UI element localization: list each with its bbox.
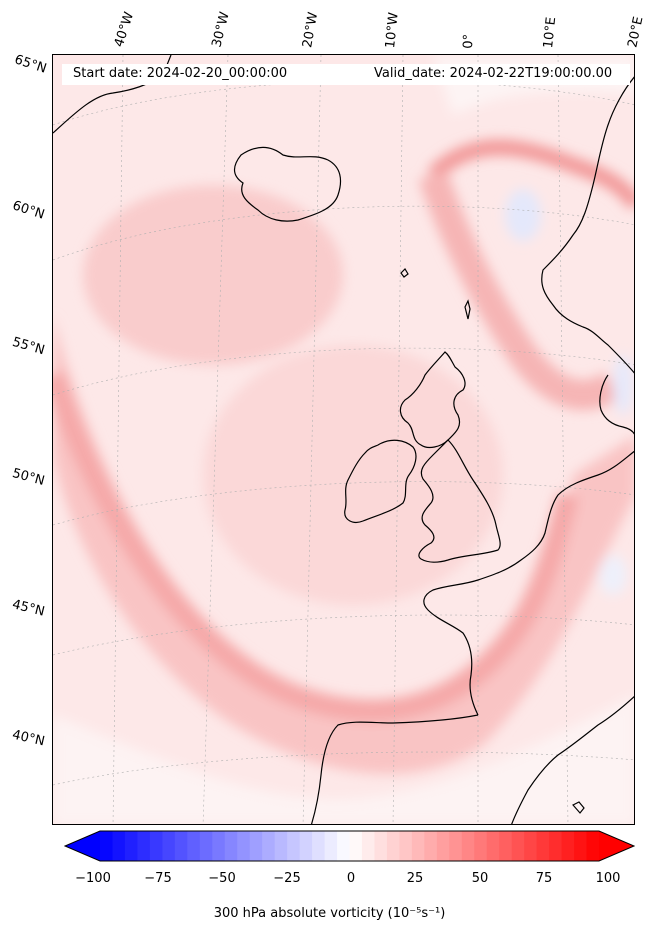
lon-label-20e: 20°E — [625, 15, 647, 50]
coastline-shetland — [464, 299, 471, 320]
coastline-islands — [572, 801, 585, 814]
lon-label-10w: 10°W — [383, 11, 402, 50]
colorbar-tick-75: 75 — [535, 871, 553, 886]
lon-label-30w: 30°W — [209, 10, 233, 49]
colorbar-tick-100: 100 — [595, 871, 621, 886]
vorticity-map — [52, 54, 635, 825]
colorbar-tick-neg25: −25 — [273, 871, 301, 886]
coastline-mediterranean — [511, 696, 634, 824]
lon-label-20w: 20°W — [300, 11, 322, 50]
lon-label-0: 0° — [461, 33, 477, 49]
lat-label-60n: 60°N — [10, 198, 47, 223]
lat-label-65n: 65°N — [12, 52, 49, 77]
colorbar-tick-50: 50 — [471, 871, 489, 886]
start-date-label: Start date: 2024-02-20_00:00:00 — [73, 66, 288, 81]
colorbar-gradient — [65, 831, 634, 861]
colorbar-tick-neg100: −100 — [75, 871, 111, 886]
coastline-scotland — [399, 351, 466, 449]
lat-label-55n: 55°N — [10, 334, 47, 359]
colorbar-tick-neg50: −50 — [208, 871, 236, 886]
valid-date-label: Valid_date: 2024-02-22T19:00:00.00 — [374, 66, 613, 81]
coastline-denmark — [599, 374, 634, 435]
coastline-norway — [541, 76, 634, 374]
coastline-iberia — [310, 714, 479, 824]
colorbar-tick-0: 0 — [346, 871, 356, 886]
coastline-continent — [423, 450, 634, 716]
colorbar-tick-25: 25 — [406, 871, 424, 886]
colorbar-label: 300 hPa absolute vorticity (10⁻⁵s⁻¹) — [213, 906, 446, 921]
lat-label-50n: 50°N — [10, 466, 47, 489]
lat-label-40n: 40°N — [10, 727, 47, 750]
coastline-iceland — [233, 146, 342, 222]
colorbar — [64, 830, 635, 862]
map-canvas — [53, 55, 634, 824]
lon-label-40w: 40°W — [111, 10, 138, 49]
coastline-england — [418, 439, 501, 563]
header-bar — [62, 64, 630, 85]
coastline-faroe — [400, 268, 409, 278]
coastline-ireland — [344, 439, 417, 523]
lat-label-45n: 45°N — [10, 597, 47, 620]
lon-label-10e: 10°E — [541, 16, 560, 50]
colorbar-tick-neg75: −75 — [144, 871, 172, 886]
